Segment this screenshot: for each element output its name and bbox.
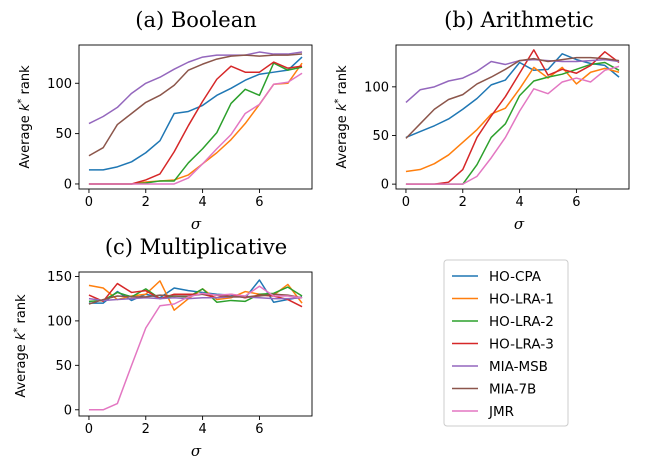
panel-a-y-tick-label: 50 [55, 127, 72, 142]
panel-b-title: (b) Arithmetic [444, 8, 594, 32]
legend-label-ho-cpa: HO-CPA [489, 269, 542, 285]
legend-label-jmr: JMR [488, 404, 514, 420]
panel-a-x-tick-label: 6 [255, 195, 263, 210]
panel-b-series-mia-msb [405, 58, 620, 103]
panel-b-y-tick-label: 0 [381, 178, 389, 193]
legend-label-ho-lra-1: HO-LRA-1 [489, 292, 554, 308]
panel-c-x-tick-label: 2 [142, 422, 150, 437]
panel-c-plot-frame [78, 271, 313, 417]
panel-c-y-axis-label: Average k* rank [12, 294, 29, 398]
panel-a-title: (a) Boolean [135, 8, 257, 32]
panel-a-x-axis-label: σ [191, 215, 202, 233]
panel-b-y-tick-label: 50 [372, 129, 389, 144]
legend: HO-CPA HO-LRA-1 HO-LRA-2 HO-LRA-3 MIA-MSB MIA… [443, 259, 569, 427]
panel-c-series-mia-msb [88, 296, 303, 302]
panel-c-title: (c) Multiplicative [105, 235, 287, 259]
panel-b-series-mia-7b [405, 56, 620, 139]
panel-c-x-tick-label: 6 [255, 422, 263, 437]
panel-b-plot-frame [395, 44, 630, 190]
panel-b-series-ho-lra-1 [405, 66, 620, 173]
panel-c-x-axis-label: σ [191, 442, 202, 458]
panel-c-series-ho-lra-2 [88, 286, 303, 303]
panel-a-x-tick-label: 0 [85, 195, 93, 210]
panel-a-series-mia-msb [88, 51, 303, 125]
panel-b-x-axis-label: σ [514, 215, 525, 233]
panel-b-x-tick-label: 6 [572, 195, 580, 210]
legend-frame [443, 259, 569, 427]
panel-b-series-jmr [405, 65, 620, 185]
panel-a-y-tick-label: 100 [47, 77, 72, 92]
panel-c-y-tick-label: 0 [64, 403, 72, 418]
panel-c-x-tick-label: 0 [85, 422, 93, 437]
panel-c-y-tick-label: 150 [47, 270, 72, 285]
panel-a-y-axis-label: Average k* rank [16, 65, 33, 169]
panel-a-series-jmr [88, 72, 303, 185]
panel-a-plot-frame [78, 44, 313, 190]
panel-multiplicative: (c) Multiplicative Average k* rank σ 0 2 4… [12, 235, 313, 458]
panel-b-x-tick-label: 2 [459, 195, 467, 210]
panel-c-x-tick-label: 4 [198, 422, 206, 437]
legend-label-ho-lra-3: HO-LRA-3 [489, 337, 554, 353]
panel-b-y-axis-label: Average k* rank [333, 65, 350, 169]
panel-a-series-mia-7b [88, 53, 303, 157]
panel-b-y-tick-label: 100 [364, 80, 389, 95]
panel-c-y-tick-label: 100 [47, 314, 72, 329]
panel-c-series-jmr [88, 285, 303, 411]
panel-boolean: (a) Boolean Average k* rank σ 0 2 4 6 0 50 100 [16, 8, 313, 233]
legend-label-mia-7b: MIA-7B [489, 382, 536, 398]
panel-arithmetic: (b) Arithmetic Average k* rank σ 0 2 4 6 0 50… [333, 8, 630, 233]
legend-label-ho-lra-2: HO-LRA-2 [489, 314, 554, 330]
panel-a-x-tick-label: 2 [142, 195, 150, 210]
panel-b-x-tick-label: 4 [515, 195, 523, 210]
panel-b-series-ho-lra-3 [405, 49, 620, 185]
panel-a-series-ho-cpa [88, 56, 303, 171]
panel-a-x-tick-label: 4 [198, 195, 206, 210]
panel-c-y-tick-label: 50 [55, 359, 72, 374]
panel-a-y-tick-label: 0 [64, 177, 72, 192]
legend-label-mia-msb: MIA-MSB [489, 359, 548, 375]
panel-b-x-tick-label: 0 [402, 195, 410, 210]
